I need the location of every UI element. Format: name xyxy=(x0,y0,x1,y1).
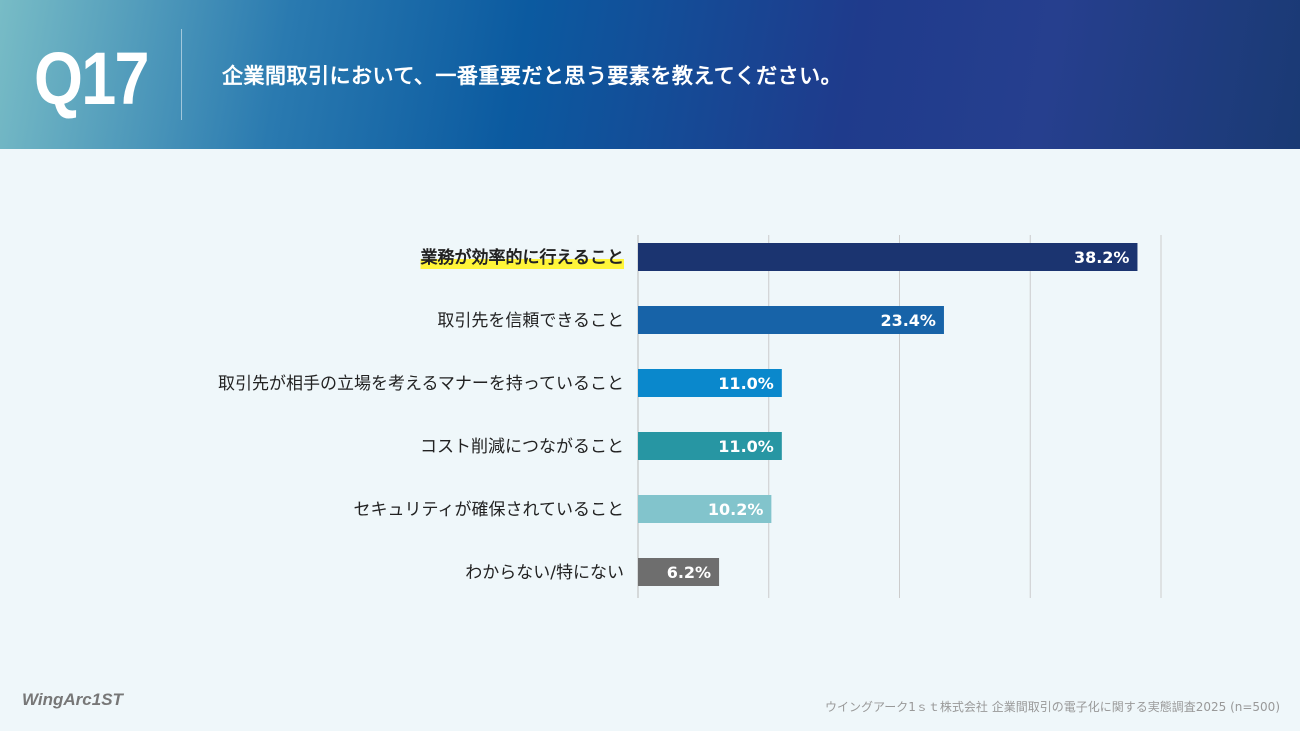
category-label: 取引先を信頼できること xyxy=(437,311,624,331)
question-number: Q17 xyxy=(34,37,149,120)
header-banner: Q17 企業間取引において、一番重要だと思う要素を教えてください。 xyxy=(0,0,1300,149)
value-label: 10.2% xyxy=(708,500,764,519)
bar xyxy=(638,432,782,460)
value-label: 11.0% xyxy=(718,437,774,456)
bar xyxy=(638,558,720,586)
header-divider xyxy=(181,29,182,120)
value-label: 38.2% xyxy=(1074,248,1130,267)
source-note: ウイングアーク1ｓｔ株式会社 企業間取引の電子化に関する実態調査2025 (n=… xyxy=(824,700,1280,714)
value-label: 11.0% xyxy=(718,374,774,393)
category-label: コスト削減につながること xyxy=(420,437,624,457)
category-label: セキュリティが確保されていること xyxy=(354,500,624,520)
bar xyxy=(638,243,1138,271)
wingarc-logo: WingArc1ST xyxy=(22,690,123,709)
question-text: 企業間取引において、一番重要だと思う要素を教えてください。 xyxy=(222,64,843,88)
bar xyxy=(638,495,772,523)
category-label: わからない/特にない xyxy=(465,563,624,583)
label-highlight xyxy=(420,259,624,269)
category-label: 業務が効率的に行えること xyxy=(421,247,625,268)
category-label: 取引先が相手の立場を考えるマナーを持っていること xyxy=(218,374,624,394)
bar xyxy=(638,306,944,334)
bar xyxy=(638,369,782,397)
value-label: 23.4% xyxy=(880,311,936,330)
value-label: 6.2% xyxy=(667,563,711,582)
